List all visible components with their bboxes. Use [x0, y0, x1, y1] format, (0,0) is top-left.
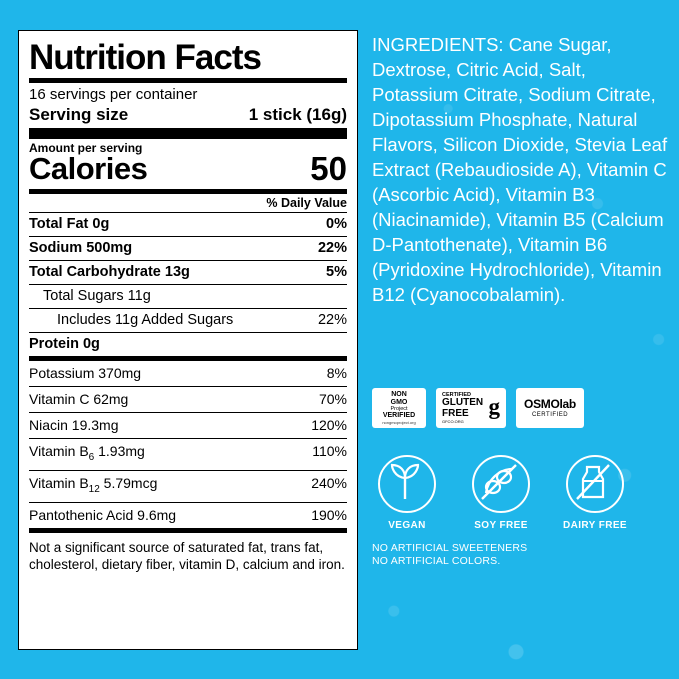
non-gmo-line4: VERIFIED: [382, 412, 416, 419]
table-row: Total Fat 0g 0%: [29, 213, 347, 236]
daily-value-header: % Daily Value: [266, 196, 347, 210]
table-row: Total Sugars 11g: [29, 285, 347, 308]
attribute-dairy-free: DAIRY FREE: [560, 455, 630, 531]
divider-thick-top: [29, 78, 347, 83]
calories-value: 50: [310, 150, 347, 187]
calories-row: Calories 50: [29, 151, 347, 187]
amount-per-serving-label: Amount per serving: [29, 141, 143, 155]
attribute-icons: VEGAN SOY FREE DAIRY FREE: [372, 455, 672, 531]
vegan-sprout-icon: [378, 455, 436, 513]
divider-micro-2: [29, 438, 347, 439]
list-item: Vitamin C 62mg 70%: [29, 387, 347, 412]
serving-size-row: Serving size 1 stick (16g): [29, 104, 347, 125]
row-dv: 0%: [326, 216, 347, 232]
no-artificial-disclaimer: NO ARTIFICIAL SWEETENERS NO ARTIFICIAL C…: [372, 542, 527, 568]
divider-row-0: [29, 212, 347, 213]
row-dv: 22%: [317, 240, 347, 256]
disclaimer-line-1: NO ARTIFICIAL SWEETENERS: [372, 542, 528, 554]
micro-label: Pantothenic Acid 9.6mg: [29, 506, 177, 523]
list-item: Pantothenic Acid 9.6mg 190%: [29, 503, 347, 528]
attribute-vegan: VEGAN: [372, 455, 442, 531]
attribute-soy-free-label: SOY FREE: [474, 520, 528, 531]
non-gmo-project-badge: NON GMO Project VERIFIED nongmoproject.o…: [372, 388, 426, 428]
micro-dv: 190%: [311, 506, 347, 523]
servings-per-container: 16 servings per container: [29, 86, 198, 103]
divider-micro-1: [29, 412, 347, 413]
divider-row-5: [29, 332, 347, 333]
divider-row-1: [29, 236, 347, 237]
divider-row-4: [29, 308, 347, 309]
micro-dv: 8%: [326, 365, 347, 381]
gluten-free-bottom: GFCO.ORG: [442, 419, 464, 424]
row-label: Total Fat 0g: [29, 216, 110, 232]
table-row: Total Carbohydrate 13g 5%: [29, 261, 347, 284]
nutrition-facts-panel: Nutrition Facts 16 servings per containe…: [18, 30, 358, 650]
row-dv: 5%: [326, 264, 347, 280]
row-label: Sodium 500mg: [29, 240, 133, 256]
gluten-free-main: GLUTEN: [442, 397, 484, 408]
serving-size-label: Serving size: [29, 105, 129, 124]
osmo-lab-certified-badge: OSMOlab CERTIFIED: [516, 388, 584, 428]
table-row: Protein 0g: [29, 333, 347, 356]
certification-badges: NON GMO Project VERIFIED nongmoproject.o…: [372, 388, 672, 428]
attribute-dairy-free-label: DAIRY FREE: [562, 520, 627, 531]
divider-micro-3: [29, 469, 347, 471]
disclaimer-line-2: NO ARTIFICIAL COLORS.: [372, 555, 501, 567]
list-item: Potassium 370mg 8%: [29, 361, 347, 386]
calories-label: Calories: [29, 151, 148, 186]
row-label: Protein 0g: [29, 336, 100, 352]
table-row: Sodium 500mg 22%: [29, 237, 347, 260]
list-item: Niacin 19.3mg 120%: [29, 413, 347, 438]
serving-size-value: 1 stick (16g): [248, 105, 347, 124]
gluten-free-top: CERTIFIED: [442, 392, 472, 398]
non-gmo-line1: NON: [391, 391, 407, 398]
nutrition-facts-title: Nutrition Facts: [29, 38, 262, 77]
divider-row-3: [29, 284, 347, 285]
divider-thickest: [29, 128, 347, 139]
micro-label: Vitamin B12 5.79mcg: [29, 474, 158, 495]
gluten-free-certified-badge: CERTIFIED GLUTEN FREE GFCO.ORG g: [436, 388, 506, 428]
row-dv: 22%: [317, 312, 347, 328]
divider-before-footnote: [29, 527, 347, 533]
ingredients-text: INGREDIENTS: Cane Sugar, Dextrose, Citri…: [372, 34, 668, 305]
list-item: Vitamin B12 5.79mcg 240%: [29, 471, 347, 502]
micro-dv: 120%: [311, 417, 347, 433]
list-item: Vitamin B6 1.93mg 110%: [29, 439, 347, 470]
micro-label: Vitamin C 62mg: [29, 391, 129, 407]
row-label: Total Carbohydrate 13g: [29, 264, 190, 280]
micro-dv: 240%: [311, 474, 347, 491]
table-row: Includes 11g Added Sugars 22%: [29, 309, 347, 332]
divider-micro-0: [29, 386, 347, 387]
non-gmo-line3: Project: [390, 406, 408, 412]
attribute-vegan-label: VEGAN: [388, 520, 426, 531]
dairy-free-icon: [566, 455, 624, 513]
row-label: Includes 11g Added Sugars: [57, 312, 234, 328]
micro-dv: 70%: [318, 391, 347, 407]
micro-label: Potassium 370mg: [29, 365, 142, 381]
gluten-free-g-icon: g: [488, 394, 501, 419]
non-gmo-line5: nongmoproject.org: [382, 420, 416, 425]
divider-micro-4: [29, 501, 347, 503]
nutrition-footnote: Not a significant source of saturated fa…: [29, 539, 345, 572]
row-label: Total Sugars 11g: [43, 288, 151, 304]
non-gmo-line2: GMO: [390, 398, 408, 406]
divider-row-2: [29, 260, 347, 261]
micro-label: Vitamin B6 1.93mg: [29, 443, 145, 463]
attribute-soy-free: SOY FREE: [466, 455, 536, 531]
micro-label: Niacin 19.3mg: [29, 417, 119, 433]
micro-dv: 110%: [312, 443, 347, 459]
osmo-sub: CERTIFIED: [531, 411, 569, 418]
divider-under-calories: [29, 189, 347, 194]
gluten-free-main2: FREE: [442, 407, 469, 419]
divider-before-micros: [29, 356, 347, 361]
soy-free-icon: [472, 455, 530, 513]
osmo-name: OSMOlab: [524, 396, 576, 411]
